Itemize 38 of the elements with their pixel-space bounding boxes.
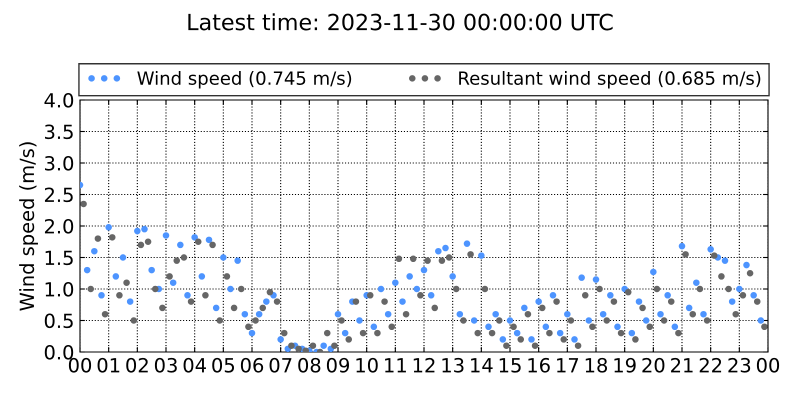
legend-label: Wind speed (0.745 m/s) (137, 70, 352, 88)
x-tick-label: 12 (414, 358, 434, 372)
y-tick-label: 3.5 (45, 124, 73, 140)
x-tick-label: 19 (614, 358, 636, 373)
x-tick-label: 17 (557, 358, 578, 372)
chart-title: Latest time: 2023-11-30 00:00:00 UTC (188, 13, 613, 30)
x-tick-label: 14 (471, 358, 493, 372)
y-tick-label: 4.0 (44, 92, 74, 108)
y-tick-label: 2.5 (44, 187, 73, 202)
x-tick-label: 22 (700, 358, 722, 372)
x-tick-label: 04 (184, 358, 206, 373)
x-tick-label: 01 (98, 358, 120, 373)
y-tick-label: 0.0 (44, 344, 74, 360)
x-tick-label: 10 (356, 358, 378, 373)
y-tick-label: 3.0 (45, 156, 74, 171)
x-tick-label: 18 (586, 358, 608, 373)
legend-label: Resultant wind speed (0.685 m/s) (459, 70, 760, 88)
x-tick-label: 20 (642, 358, 664, 373)
x-tick-label: 09 (326, 358, 350, 373)
y-tick-label: 1.5 (46, 250, 73, 266)
y-axis-title: Wind speed (m/s) (19, 142, 38, 311)
x-tick-label: 16 (528, 358, 550, 373)
x-tick-label: 08 (298, 358, 320, 373)
x-tick-label: 11 (385, 358, 406, 372)
y-tick-label: 1.0 (46, 282, 74, 297)
y-tick-label: 0.5 (44, 313, 73, 328)
x-tick-label: 07 (270, 358, 292, 373)
x-tick-label: 03 (154, 358, 177, 373)
x-tick-label: 02 (126, 358, 148, 373)
x-tick-label: 21 (671, 358, 693, 372)
x-tick-label: 00 (756, 358, 780, 373)
y-tick-label: 2.0 (44, 218, 74, 234)
x-tick-label: 15 (500, 358, 521, 373)
x-tick-label: 06 (240, 358, 264, 373)
x-tick-label: 00 (68, 358, 92, 373)
x-tick-label: 13 (442, 358, 464, 373)
x-tick-label: 23 (728, 358, 750, 373)
x-tick-label: 05 (212, 358, 234, 373)
